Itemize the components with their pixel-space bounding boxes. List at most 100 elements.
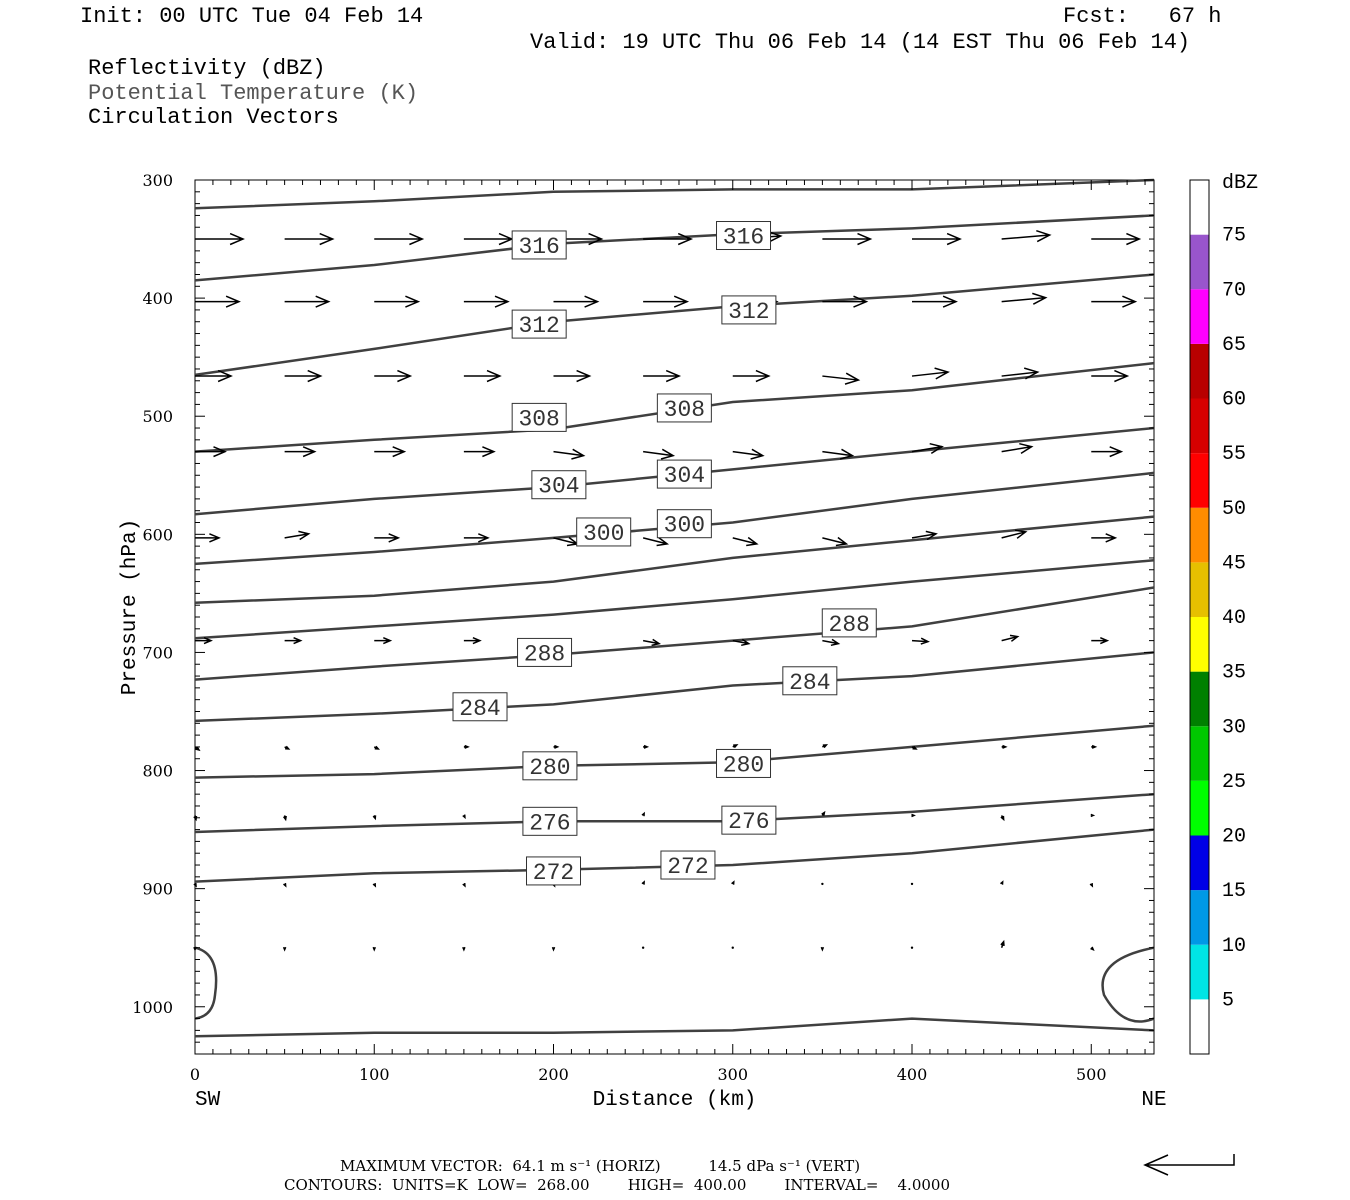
circulation-vector [1001,529,1028,539]
y-tick-label: 500 [142,407,173,426]
circulation-vector [912,295,958,308]
x-tick-label: 100 [359,1065,390,1084]
contour-label: 304 [656,459,712,489]
circulation-vector [1001,442,1034,455]
theta-contour-closed [194,946,218,1020]
contour-label-text: 272 [667,854,708,880]
contour-label-box [660,850,716,880]
contour-label-text: 280 [529,755,570,781]
contour-label-text: 284 [789,670,830,696]
contour-label-text: 272 [533,860,574,886]
x-tick-label: 0 [190,1065,200,1084]
circulation-vector [1091,637,1110,645]
circulation-vector [374,295,421,308]
circulation-vector [284,745,291,750]
contour-label-text: 308 [518,406,559,432]
colorbar-segment [1190,507,1209,563]
circulation-vector [284,446,317,458]
circulation-vector [642,536,670,547]
ne-label: NE [1141,1089,1166,1112]
theta-contour [194,178,1155,210]
circulation-vector [372,815,377,821]
circulation-vector [911,745,918,750]
circulation-vector [1090,946,1095,952]
contour-label-text: 300 [664,513,705,539]
contour-label-box [821,608,877,638]
circulation-vector [463,232,514,246]
circulation-vector [374,232,425,246]
contour-label-text: 276 [529,810,570,836]
contour-label-box [576,517,632,547]
circulation-vector [195,533,221,543]
contour-label: 304 [531,470,587,500]
circulation-vector [643,369,682,383]
colorbar-level-label: 60 [1222,389,1246,412]
contour-label: 272 [660,850,716,880]
circulation-vector [822,295,869,308]
circulation-vector [1001,367,1040,380]
circulation-vector [822,744,829,749]
circulation-vector [911,813,916,818]
circulation-vector [643,448,676,460]
circulation-vector [641,811,645,817]
circulation-vector [911,530,938,541]
circulation-vector [462,814,466,820]
circulation-vector [643,295,690,308]
colorbar-level-label: 65 [1222,334,1246,357]
y-tick-label: 900 [142,880,173,899]
y-tick-label: 700 [142,643,173,662]
theta-contour [194,273,1155,377]
colorbar-level-label: 10 [1222,935,1246,958]
colorbar-segment [1190,234,1209,290]
contour-label: 284 [782,666,838,696]
contour-label-text: 304 [538,474,579,500]
colorbar-segment [1190,780,1209,836]
circulation-vector [195,295,241,308]
contour-label: 280 [522,751,578,781]
circulation-vector [1091,232,1142,246]
contour-label-text: 312 [728,299,769,325]
circulation-vector [821,882,824,886]
circulation-vector [731,946,734,949]
circulation-vector [463,744,470,749]
circulation-vector [1091,369,1130,383]
circulation-vector [732,744,739,749]
contour-label: 300 [576,517,632,547]
contour-label-box [782,666,838,696]
theta-contour [194,515,1155,605]
field-circulation-vectors: Circulation Vectors [88,105,339,130]
circulation-vector [1091,533,1118,543]
circulation-vector [732,369,771,383]
contour-label: 284 [452,692,508,722]
circulation-vector [820,946,825,952]
colorbar-level-label: 15 [1222,880,1246,903]
circulation-vector [1001,634,1020,642]
contour-label: 276 [721,805,777,835]
forecast-hour: Fcst: 67 h [1063,4,1222,29]
x-axis-label: Distance (km) [593,1089,757,1112]
colorbar-level-label: 25 [1222,771,1246,794]
circulation-vector [374,533,401,543]
max-vector-text: MAXIMUM VECTOR: 64.1 m s⁻¹ (HORIZ) 14.5 … [340,1157,861,1175]
circulation-vector [553,448,586,460]
y-tick-label: 1000 [132,998,173,1017]
contour-label: 312 [511,309,567,339]
contour-label: 316 [511,230,567,260]
circulation-vector [1089,883,1094,888]
theta-contour [194,471,1155,566]
colorbar-segment [1190,617,1209,672]
contours-info-text: CONTOURS: UNITS=K LOW= 268.00 HIGH= 400.… [284,1176,950,1194]
y-tick-label: 800 [142,762,173,781]
contour-label-text: 316 [723,225,764,251]
circulation-vector [282,946,287,952]
contour-label-box [656,509,712,539]
theta-contour [194,426,1155,516]
circulation-vector [911,367,950,380]
circulation-vector [284,530,311,541]
circulation-vector [1001,744,1008,749]
contour-label-text: 308 [664,397,705,423]
circulation-vector [374,637,393,645]
contour-label-text: 316 [518,234,559,260]
contour-label-box [522,751,578,781]
contour-label-box [721,295,777,325]
